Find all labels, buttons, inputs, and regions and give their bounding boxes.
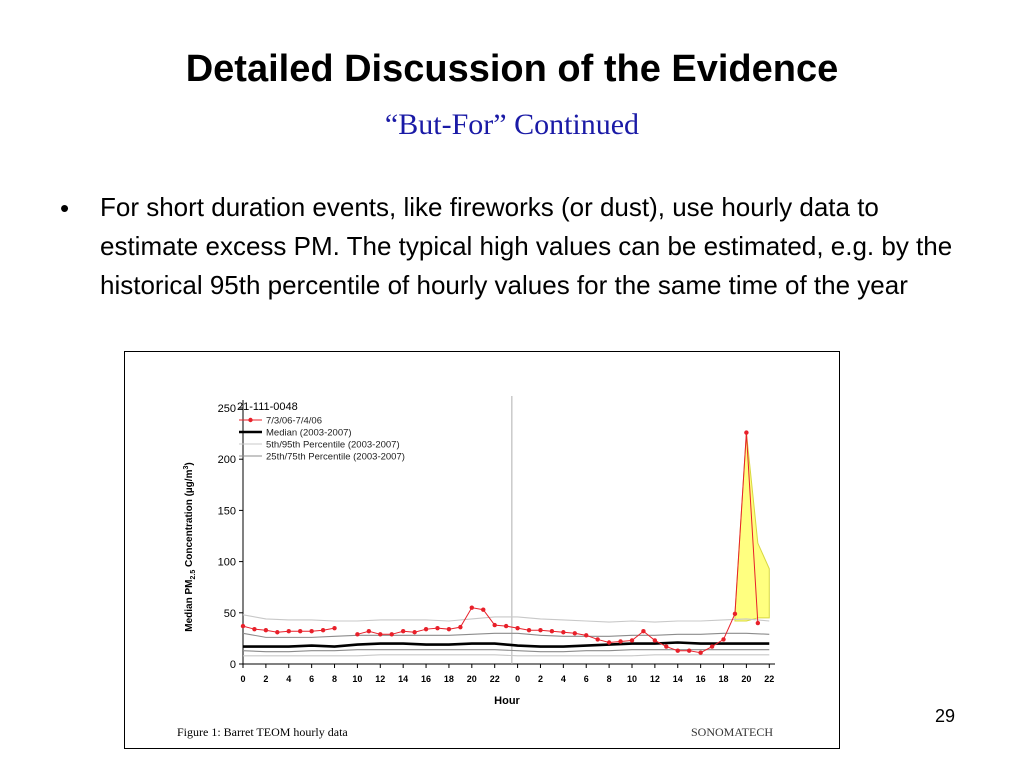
x-tick-label: 8: [332, 674, 337, 684]
data-point: [721, 637, 726, 642]
data-point: [366, 629, 372, 634]
series-line-median-2003-2007: [243, 641, 770, 648]
series-line-95th-percentile-2003-2007: [242, 614, 770, 623]
pm25-chart: 0 50 100 150 200 250 0 2 4 6 8 10 12 14 16 18 20 22 0 2 4 6 8 1…: [177, 396, 775, 739]
data-point: [446, 626, 452, 632]
data-point: [435, 625, 440, 631]
data-point: [732, 611, 738, 617]
data-point: [492, 622, 497, 628]
data-point: [240, 623, 246, 629]
data-point: [675, 648, 680, 653]
data-point: [664, 644, 669, 649]
data-point: [595, 637, 600, 642]
data-point: [332, 625, 337, 631]
chart-title: 21-111-0048: [237, 401, 298, 413]
x-tick-label: 22: [764, 674, 774, 684]
data-point: [629, 638, 635, 643]
legend-marker: [248, 417, 253, 423]
data-point: [298, 629, 303, 634]
x-tick-label: 8: [607, 674, 612, 684]
data-point: [606, 640, 612, 645]
figure-panel: 0 50 100 150 200 250 0 2 4 6 8 10 12 14 16 18 20 22 0 2 4 6 8 1…: [124, 351, 840, 749]
data-point: [584, 633, 589, 638]
data-point: [400, 629, 406, 634]
x-tick-label: 18: [444, 674, 454, 684]
data-point: [652, 638, 658, 643]
x-tick-label: 18: [719, 674, 729, 684]
x-tick-label: 4: [561, 674, 566, 684]
series-line-25th-percentile-2003-2007: [242, 649, 770, 653]
data-point: [698, 650, 703, 655]
legend-label: 5th/95th Percentile (2003-2007): [266, 440, 400, 451]
x-tick-label: 0: [515, 674, 520, 684]
slide-subtitle: “But-For” Continued: [384, 108, 640, 141]
x-tick-label: 6: [309, 674, 314, 684]
data-point: [526, 628, 532, 633]
data-point: [355, 632, 360, 637]
slide-title: Detailed Discussion of the Evidence: [185, 48, 839, 90]
y-tick-label: 100: [218, 557, 236, 569]
data-point: [263, 628, 269, 633]
x-tick-label: 14: [673, 674, 683, 684]
data-point: [515, 625, 520, 631]
y-tick-label: 150: [218, 505, 236, 517]
y-tick-label: 200: [218, 454, 236, 466]
x-tick-label: 16: [421, 674, 431, 684]
y-tick-label: 50: [224, 608, 236, 620]
data-point: [549, 629, 555, 634]
legend-label: Median (2003-2007): [266, 428, 352, 439]
data-point: [561, 630, 566, 635]
data-point: [423, 626, 429, 632]
data-point: [378, 632, 383, 637]
data-point: [286, 629, 291, 634]
x-tick-label: 10: [352, 674, 362, 684]
x-tick-label: 20: [741, 674, 751, 684]
data-point: [309, 629, 314, 634]
x-tick-label: 10: [627, 674, 637, 684]
data-point: [503, 623, 509, 629]
x-tick-label: 12: [375, 674, 385, 684]
data-point: [320, 628, 326, 633]
x-tick-label: 20: [467, 674, 477, 684]
data-point: [275, 630, 280, 635]
data-point: [618, 639, 623, 644]
data-point: [412, 630, 417, 635]
x-tick-label: 0: [240, 674, 245, 684]
data-point: [744, 430, 749, 435]
x-tick-label: 14: [398, 674, 408, 684]
figure-credit: SONOMATECH: [691, 725, 773, 739]
x-tick-label: 6: [584, 674, 589, 684]
data-point: [572, 631, 577, 636]
y-axis-label: Median PM2.5 Concentration (µg/m3): [183, 462, 197, 631]
data-point: [469, 605, 475, 610]
data-point: [686, 648, 692, 653]
data-point: [641, 629, 646, 634]
legend-label: 7/3/06-7/4/06: [266, 416, 322, 427]
x-tick-label: 2: [538, 674, 543, 684]
x-tick-label: 16: [696, 674, 706, 684]
x-tick-label: 4: [286, 674, 291, 684]
y-tick-label: 250: [218, 403, 236, 415]
figure-caption: Figure 1: Barret TEOM hourly data: [177, 725, 348, 739]
series-line-75th-percentile-2003-2007: [242, 632, 770, 638]
bullet-text: For short duration events, like firework…: [100, 192, 953, 300]
bullet-dot-icon: •: [60, 193, 70, 223]
series-line-5th-percentile-2003-2007: [243, 654, 770, 657]
x-tick-label: 12: [650, 674, 660, 684]
x-tick-label: 2: [263, 674, 268, 684]
data-point: [458, 624, 463, 630]
x-tick-label: 22: [490, 674, 500, 684]
data-point: [481, 607, 486, 612]
page-number: 29: [935, 706, 956, 726]
x-axis-label: Hour: [494, 695, 520, 707]
legend-label: 25th/75th Percentile (2003-2007): [266, 452, 405, 463]
data-point: [538, 628, 543, 633]
y-tick-label: 0: [230, 659, 236, 671]
data-point: [389, 632, 394, 637]
data-point: [709, 644, 715, 649]
data-point: [252, 626, 257, 632]
data-point: [755, 620, 761, 626]
